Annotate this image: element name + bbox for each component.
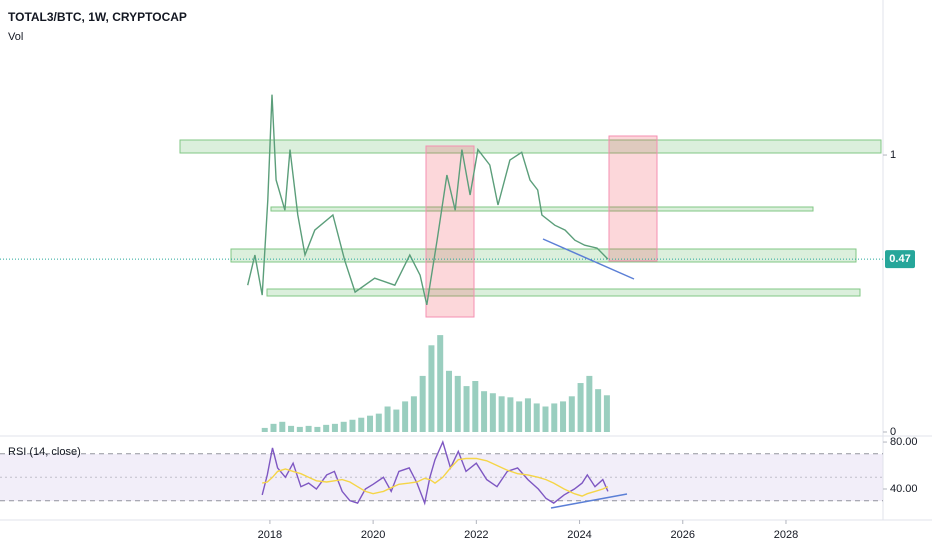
volume-bar xyxy=(349,419,356,432)
trendline xyxy=(550,493,628,509)
volume-bar xyxy=(402,401,409,432)
volume-bar xyxy=(498,396,505,432)
y-tick-label: 40.00 xyxy=(890,483,918,495)
volume-bar xyxy=(323,424,330,432)
volume-bar xyxy=(437,335,444,432)
volume-bar xyxy=(296,426,303,432)
zone xyxy=(266,288,861,297)
volume-bar xyxy=(270,423,277,432)
volume-bar xyxy=(595,389,602,432)
volume-bar xyxy=(603,395,610,432)
series-line xyxy=(247,94,609,306)
zone xyxy=(425,145,475,318)
pane-title: RSI (14, close) xyxy=(8,446,81,458)
volume-bar xyxy=(454,375,461,432)
volume-bar xyxy=(551,403,558,432)
volume-bar xyxy=(516,401,523,432)
zone xyxy=(230,248,857,263)
volume-bar xyxy=(358,417,365,432)
volume-bar xyxy=(428,345,435,432)
x-tick-label: 2020 xyxy=(361,529,385,541)
volume-bar xyxy=(586,375,593,432)
volume-bar xyxy=(568,396,575,432)
zone xyxy=(608,135,658,262)
volume-bar xyxy=(331,423,338,432)
last-value-label: 0.47 xyxy=(889,253,910,265)
y-tick-label: 1 xyxy=(890,149,896,161)
y-tick-label: 0 xyxy=(890,426,896,438)
series-line xyxy=(262,457,609,497)
zone xyxy=(270,206,814,212)
volume-bar xyxy=(577,383,584,432)
x-tick-label: 2026 xyxy=(671,529,695,541)
volume-bar xyxy=(384,406,391,432)
series-line xyxy=(261,439,609,506)
volume-bar xyxy=(481,391,488,432)
volume-bar xyxy=(367,415,374,432)
volume-bar xyxy=(472,381,479,432)
last-value-box xyxy=(885,250,915,269)
volume-bar xyxy=(305,425,312,432)
pane-title: Vol xyxy=(8,31,23,43)
volume-bar xyxy=(542,406,549,432)
volume-bar xyxy=(314,426,321,432)
zone xyxy=(179,139,882,154)
x-tick-label: 2022 xyxy=(464,529,488,541)
chart-title: TOTAL3/BTC, 1W, CRYPTOCAP xyxy=(8,10,187,24)
volume-bar xyxy=(489,393,496,432)
volume-bar xyxy=(507,397,514,432)
volume-bar xyxy=(288,425,295,432)
volume-bar xyxy=(445,370,452,432)
volume-bar xyxy=(410,396,417,432)
volume-bar xyxy=(463,386,470,432)
volume-bar xyxy=(340,421,347,432)
y-tick-label: 80.00 xyxy=(890,436,918,448)
volume-bar xyxy=(524,398,531,432)
x-tick-label: 2028 xyxy=(774,529,798,541)
volume-bar xyxy=(419,375,426,432)
volume-bar xyxy=(560,401,567,432)
volume-bar xyxy=(279,421,286,432)
volume-bar xyxy=(533,403,540,432)
x-tick-label: 2018 xyxy=(258,529,282,541)
plot: 1 0.47 080.00 40.00 2018 2020 2022 2024 2026 2028 xyxy=(0,94,918,541)
volume-bar xyxy=(393,409,400,432)
trendline xyxy=(542,238,635,280)
volume-bar xyxy=(261,427,268,432)
volume-bar xyxy=(375,413,382,432)
x-tick-label: 2024 xyxy=(567,529,591,541)
